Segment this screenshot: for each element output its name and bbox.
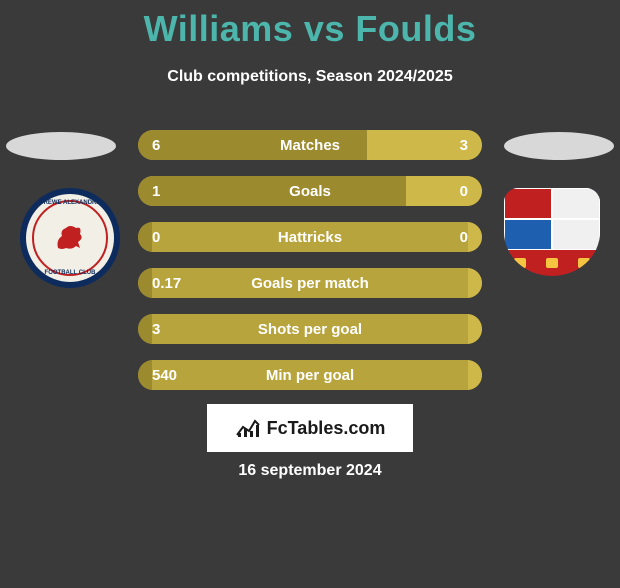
bar-right-value: 0	[460, 183, 468, 200]
crest-accent-1	[514, 258, 526, 268]
crest-accent-2	[546, 258, 558, 268]
chart-icon	[235, 417, 261, 439]
vs-text: vs	[304, 8, 345, 49]
crest-inner-ring: CREWE ALEXANDRA FOOTBALL CLUB	[32, 200, 108, 276]
crest-quad-4	[552, 219, 600, 250]
crest-quad-2	[552, 188, 600, 219]
crest-shield-grid	[504, 188, 600, 250]
crest-accent-3	[578, 258, 590, 268]
player1-name: Williams	[144, 8, 294, 49]
bar-right-value: 0	[460, 229, 468, 246]
branding-badge: FcTables.com	[207, 404, 413, 452]
crest-quad-3	[504, 219, 552, 250]
bar-label: Min per goal	[138, 367, 482, 384]
crest-top-text: CREWE ALEXANDRA	[39, 200, 100, 206]
bar-label: Goals per match	[138, 275, 482, 292]
stat-bar-row: 1Goals0	[138, 176, 482, 206]
club-crest-right	[504, 188, 600, 276]
stat-bar-row: 3Shots per goal	[138, 314, 482, 344]
bar-label: Shots per goal	[138, 321, 482, 338]
bar-label: Hattricks	[138, 229, 482, 246]
date-text: 16 september 2024	[0, 462, 620, 480]
branding-text: FcTables.com	[267, 418, 386, 439]
stat-bar-row: 0Hattricks0	[138, 222, 482, 252]
bar-label: Matches	[138, 137, 482, 154]
bar-label: Goals	[138, 183, 482, 200]
stat-bar-row: 0.17Goals per match	[138, 268, 482, 298]
lion-icon	[50, 218, 90, 258]
crest-bottom-text: FOOTBALL CLUB	[45, 270, 96, 276]
stat-bar-row: 540Min per goal	[138, 360, 482, 390]
club-crest-left: CREWE ALEXANDRA FOOTBALL CLUB	[20, 188, 120, 288]
subtitle: Club competitions, Season 2024/2025	[0, 68, 620, 86]
placeholder-oval-right	[504, 132, 614, 160]
page-title: Williams vs Foulds	[0, 8, 620, 50]
placeholder-oval-left	[6, 132, 116, 160]
stat-bars: 6Matches31Goals00Hattricks00.17Goals per…	[138, 130, 482, 406]
stat-bar-row: 6Matches3	[138, 130, 482, 160]
crest-quad-1	[504, 188, 552, 219]
crest-bottom-band	[504, 250, 600, 276]
player2-name: Foulds	[355, 8, 476, 49]
bar-right-value: 3	[460, 137, 468, 154]
